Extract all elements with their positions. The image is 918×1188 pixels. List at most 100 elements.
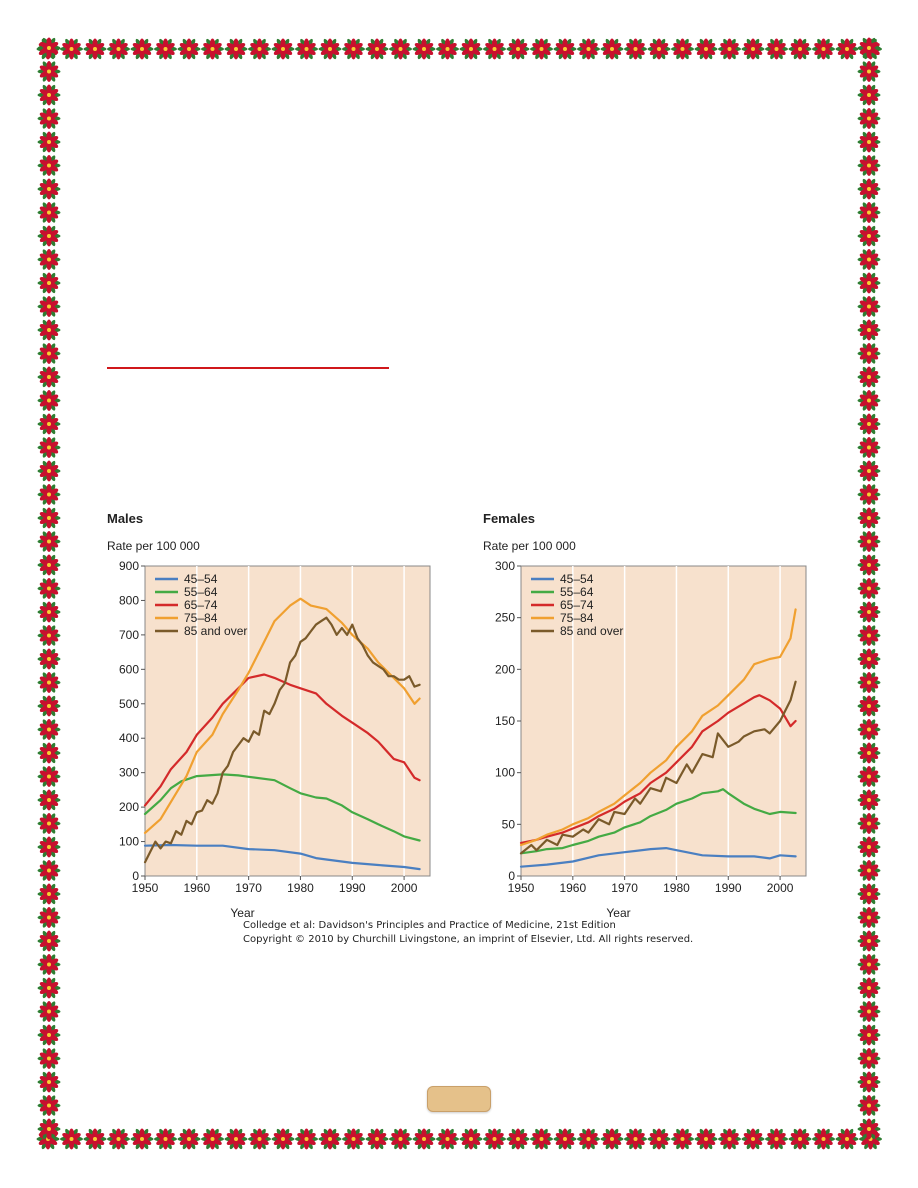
poinsettia-icon [37, 554, 61, 576]
poinsettia-icon [857, 695, 881, 717]
flower-center [867, 657, 871, 661]
poinsettia-icon [37, 296, 61, 317]
males-x-axis-label: Year [230, 906, 254, 920]
flower-center [751, 47, 755, 51]
flower-center [586, 47, 591, 51]
flower-center [140, 47, 144, 51]
flower-center [867, 1080, 871, 1084]
females-y-tick-label: 300 [495, 559, 515, 573]
poinsettia-icon [365, 38, 389, 60]
poinsettia-icon [389, 38, 412, 60]
flower-center [867, 1056, 871, 1061]
males-series-line-3 [143, 597, 421, 834]
poinsettia-icon [37, 860, 61, 881]
flower-center [867, 962, 871, 967]
flower-center [47, 633, 51, 638]
flower-center [751, 1137, 755, 1141]
females-series-line-0 [519, 847, 797, 868]
poinsettia-icon [788, 1128, 812, 1150]
poinsettia-icon [857, 296, 881, 317]
poinsettia-icon [857, 108, 881, 129]
females-y-tick-label: 250 [495, 611, 515, 625]
poinsettia-icon [154, 1128, 177, 1150]
females-x-tick-label: 2000 [767, 881, 794, 895]
females-x-tick-label: 1970 [611, 881, 638, 895]
poinsettia-icon [857, 390, 881, 411]
flower-center [422, 1137, 426, 1141]
females-series-line-1 [519, 788, 797, 855]
poinsettia-icon [37, 249, 61, 270]
poinsettia-icon [624, 1128, 647, 1150]
flower-center [845, 1137, 849, 1141]
poinsettia-icon [37, 178, 61, 200]
males-legend-label: 85 and over [184, 624, 247, 638]
flower-center [281, 1137, 285, 1141]
poinsettia-icon [857, 578, 881, 599]
poinsettia-icon [295, 38, 318, 60]
poinsettia-icon [37, 672, 61, 693]
flower-center [47, 1127, 51, 1131]
poinsettia-icon [857, 672, 881, 693]
poinsettia-icon [857, 1095, 881, 1116]
poinsettia-icon [788, 38, 812, 60]
poinsettia-icon [857, 131, 881, 153]
flower-center [867, 633, 871, 638]
females-x-tick-label: 1950 [508, 881, 535, 895]
flower-center [47, 351, 51, 356]
poinsettia-icon [857, 437, 881, 458]
poinsettia-icon [857, 554, 881, 576]
flower-center [47, 563, 51, 567]
flower-center [867, 986, 871, 990]
poinsettia-icon [271, 1128, 295, 1150]
males-y-tick-label: 400 [119, 731, 139, 745]
poinsettia-icon [37, 578, 61, 599]
poinsettia-icon [37, 813, 61, 834]
flower-center [47, 774, 51, 779]
poinsettia-icon [37, 131, 61, 153]
poinsettia-icon [37, 1071, 61, 1093]
flower-center [867, 234, 871, 238]
flower-center [422, 47, 426, 51]
flower-center [867, 915, 871, 920]
poinsettia-icon [694, 1128, 718, 1150]
flower-center [47, 986, 51, 990]
poinsettia-icon [37, 1048, 61, 1069]
poinsettia-icon [107, 38, 130, 60]
poinsettia-icon [600, 38, 624, 60]
flower-center [351, 47, 356, 51]
poinsettia-icon [37, 836, 61, 858]
flower-center [633, 47, 638, 51]
poinsettia-icon [177, 38, 201, 60]
poinsettia-icon [37, 507, 61, 529]
flower-center [47, 727, 51, 732]
poinsettia-icon [553, 38, 577, 60]
flower-center [47, 821, 51, 826]
flower-center [867, 539, 871, 544]
flower-center [867, 46, 871, 50]
copyright-notice: Copyright © 2010 by Churchill Livingston… [243, 934, 694, 945]
poinsettia-icon [436, 38, 459, 60]
poinsettia-icon [412, 38, 436, 60]
flower-center [47, 304, 51, 309]
poinsettia-icon [577, 38, 600, 60]
poinsettia-icon [459, 1128, 483, 1150]
males-chart: Males Rate per 100 000 Year 1950 1960 1970 198… [107, 511, 431, 920]
poinsettia-icon [812, 38, 835, 60]
poinsettia-icon [857, 1071, 881, 1093]
poinsettia-icon [857, 1048, 881, 1069]
flower-center [867, 610, 871, 614]
flower-center [187, 1137, 191, 1141]
females-legend-label: 75–84 [560, 611, 594, 625]
flower-center [867, 868, 871, 873]
flower-center [47, 516, 51, 520]
page-number-tab [427, 1086, 491, 1112]
males-y-tick-label: 0 [132, 869, 139, 883]
flower-center [47, 1009, 51, 1014]
flower-center [867, 680, 871, 685]
poinsettia-icon [271, 38, 295, 60]
flower-center [867, 751, 871, 755]
poinsettia-icon [107, 1128, 130, 1150]
males-chart-title: Males [107, 511, 143, 526]
flower-center [47, 798, 51, 802]
males-y-tick-label: 100 [119, 835, 139, 849]
